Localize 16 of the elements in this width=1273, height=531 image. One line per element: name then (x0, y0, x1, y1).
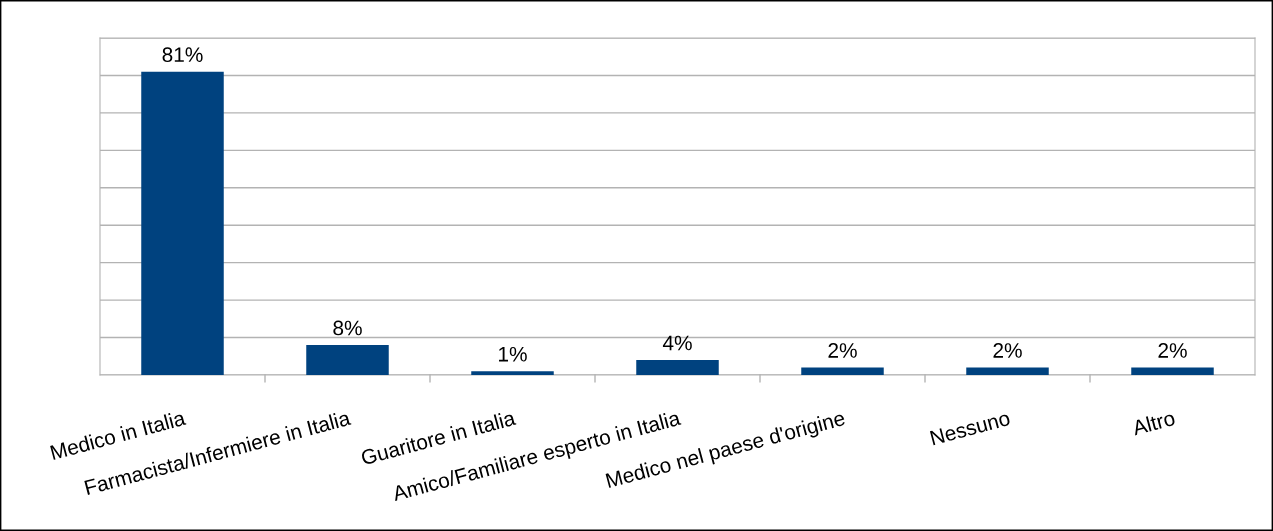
data-label: 2% (993, 343, 1022, 358)
bar (966, 367, 1049, 375)
data-label: 2% (828, 343, 857, 358)
data-label: 2% (1158, 343, 1187, 358)
bar (801, 367, 884, 375)
bar (141, 71, 224, 375)
bar (306, 345, 389, 375)
data-label: 81% (162, 47, 203, 63)
bar (471, 371, 554, 375)
x-tick-label: Nessuno (929, 410, 1011, 446)
bar (636, 360, 719, 375)
data-label: 1% (499, 346, 527, 362)
data-label: 8% (333, 320, 362, 336)
x-tick-label: Altro (1131, 409, 1176, 436)
bar (1131, 367, 1214, 375)
data-label: 4% (662, 335, 692, 351)
